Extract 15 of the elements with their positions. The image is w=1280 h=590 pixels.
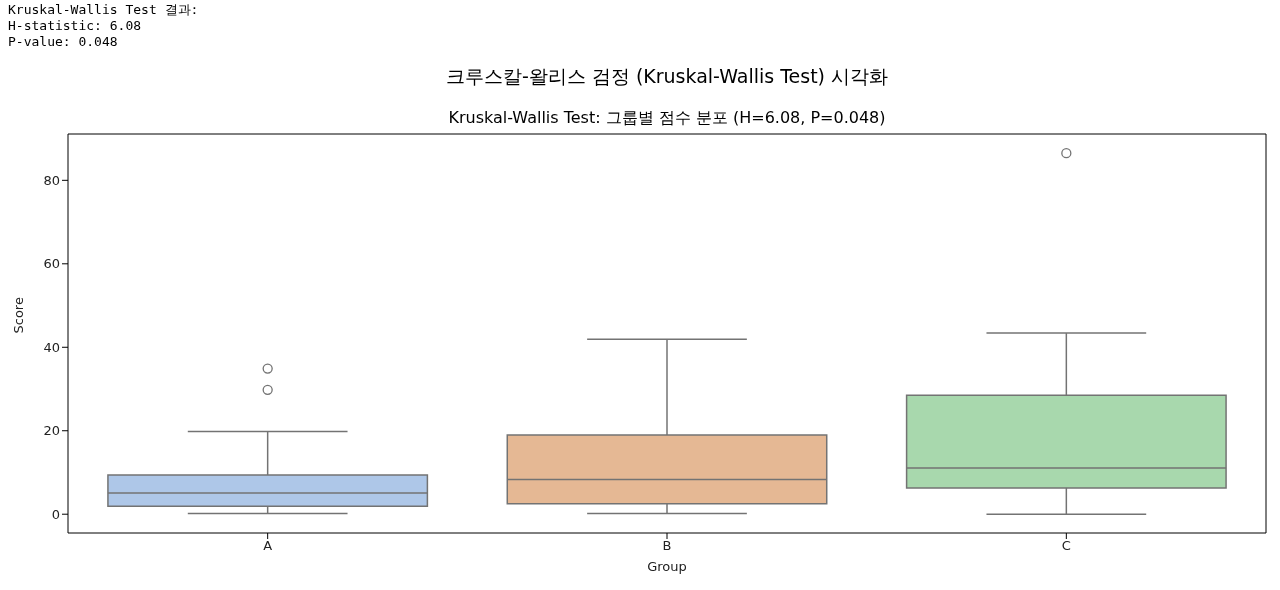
x-tick-label: C: [1061, 538, 1071, 554]
chart-title: 크루스칼-왈리스 검정 (Kruskal-Wallis Test) 시각화: [444, 64, 890, 89]
text: H-statistic: 6.08: [8, 18, 143, 34]
y-tick-label: 60: [43, 256, 60, 272]
text: Kruskal-Wallis Test 결과:: [8, 2, 199, 18]
chart-subtitle: Kruskal-Wallis Test: 그룹별 점수 분포 (H=6.08, P=0.048): [447, 108, 887, 129]
y-tick-label: 20: [43, 423, 60, 439]
x-tick-label: A: [263, 538, 273, 554]
text: P-value: 0.048: [8, 34, 119, 50]
x-tick-label: B: [662, 538, 672, 554]
y-tick-label: 40: [43, 339, 60, 355]
y-tick-label: 80: [43, 172, 60, 188]
y-tick-label: 0: [51, 506, 60, 522]
y-axis-title: Score: [10, 297, 26, 334]
x-axis-title: Group: [647, 559, 687, 574]
